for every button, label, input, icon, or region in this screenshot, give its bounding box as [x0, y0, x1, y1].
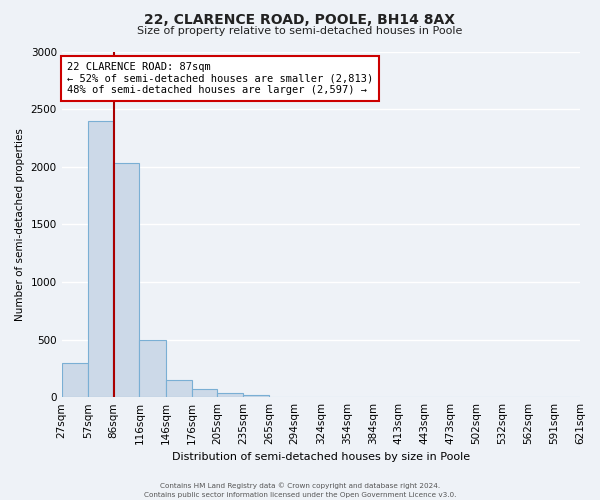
Text: Contains HM Land Registry data © Crown copyright and database right 2024.: Contains HM Land Registry data © Crown c… — [160, 482, 440, 489]
Bar — [191, 388, 217, 397]
Bar — [243, 395, 269, 397]
Text: 22, CLARENCE ROAD, POOLE, BH14 8AX: 22, CLARENCE ROAD, POOLE, BH14 8AX — [145, 12, 455, 26]
Bar — [113, 164, 139, 397]
Text: Contains public sector information licensed under the Open Government Licence v3: Contains public sector information licen… — [144, 492, 456, 498]
X-axis label: Distribution of semi-detached houses by size in Poole: Distribution of semi-detached houses by … — [172, 452, 470, 462]
Bar — [166, 380, 191, 397]
Text: 22 CLARENCE ROAD: 87sqm
← 52% of semi-detached houses are smaller (2,813)
48% of: 22 CLARENCE ROAD: 87sqm ← 52% of semi-de… — [67, 62, 373, 95]
Bar — [88, 120, 113, 397]
Y-axis label: Number of semi-detached properties: Number of semi-detached properties — [15, 128, 25, 321]
Bar — [62, 362, 88, 397]
Bar — [217, 393, 243, 397]
Bar — [139, 340, 166, 397]
Bar — [269, 396, 295, 397]
Text: Size of property relative to semi-detached houses in Poole: Size of property relative to semi-detach… — [137, 26, 463, 36]
